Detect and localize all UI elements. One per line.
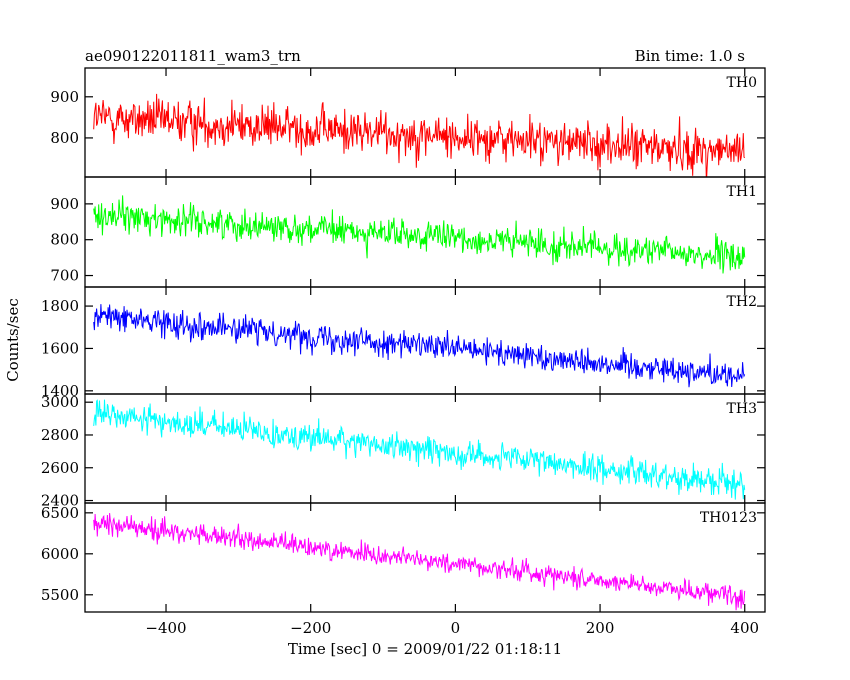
panel-label-th0: TH0	[727, 75, 757, 91]
y-tick-label-th1-800: 800	[50, 231, 79, 249]
y-tick-label-th1-700: 700	[50, 267, 79, 285]
x-tick-label-200: 200	[586, 619, 615, 637]
panel-label-th0123: TH0123	[700, 510, 757, 526]
panel-frame-th0	[84, 67, 766, 178]
series-line-th3	[93, 399, 746, 500]
x-tick-label--200: −200	[290, 619, 331, 637]
y-tick-label-th0123-6000: 6000	[41, 545, 79, 563]
y-tick-label-th3-2800: 2800	[41, 426, 79, 444]
y-tick-label-th0123-6500: 6500	[41, 504, 79, 522]
chart-title: ae090122011811_wam3_trn	[85, 47, 301, 65]
y-tick-label-th2-1600: 1600	[41, 339, 79, 357]
y-tick-label-th3-2400: 2400	[41, 492, 79, 510]
y-tick-label-th1-900: 900	[50, 195, 79, 213]
y-tick-label-th0-900: 900	[50, 88, 79, 106]
x-tick-label-0: 0	[451, 619, 461, 637]
panel-label-th3: TH3	[727, 401, 757, 417]
bin-time-label: Bin time: 1.0 s	[635, 47, 745, 65]
panel-frame-th2	[84, 286, 766, 395]
panels-group: 800 900 TH0 700 800 900 TH1 1400 1600 1800 TH2 2400…	[41, 67, 766, 637]
y-tick-label-th2-1400: 1400	[41, 382, 79, 400]
x-tick-label-400: 400	[730, 619, 759, 637]
panel-frame-th0123	[84, 502, 766, 613]
y-axis-label: Counts/sec	[4, 298, 22, 382]
series-line-th1	[93, 195, 746, 274]
y-tick-label-th2-1800: 1800	[41, 297, 79, 315]
panel-label-th1: TH1	[727, 184, 757, 200]
x-axis-label: Time [sec] 0 = 2009/01/22 01:18:11	[288, 640, 562, 658]
panel-frame-th1	[84, 176, 766, 288]
panel-label-th2: TH2	[727, 294, 757, 310]
y-tick-label-th3-3000: 3000	[41, 393, 79, 411]
x-tick-label--400: −400	[145, 619, 186, 637]
series-line-th2	[93, 304, 746, 388]
y-tick-label-th0123-5500: 5500	[41, 586, 79, 604]
y-tick-label-th3-2600: 2600	[41, 459, 79, 477]
series-line-th0	[93, 93, 746, 177]
series-line-th0123	[93, 513, 746, 611]
y-tick-label-th0-800: 800	[50, 129, 79, 147]
